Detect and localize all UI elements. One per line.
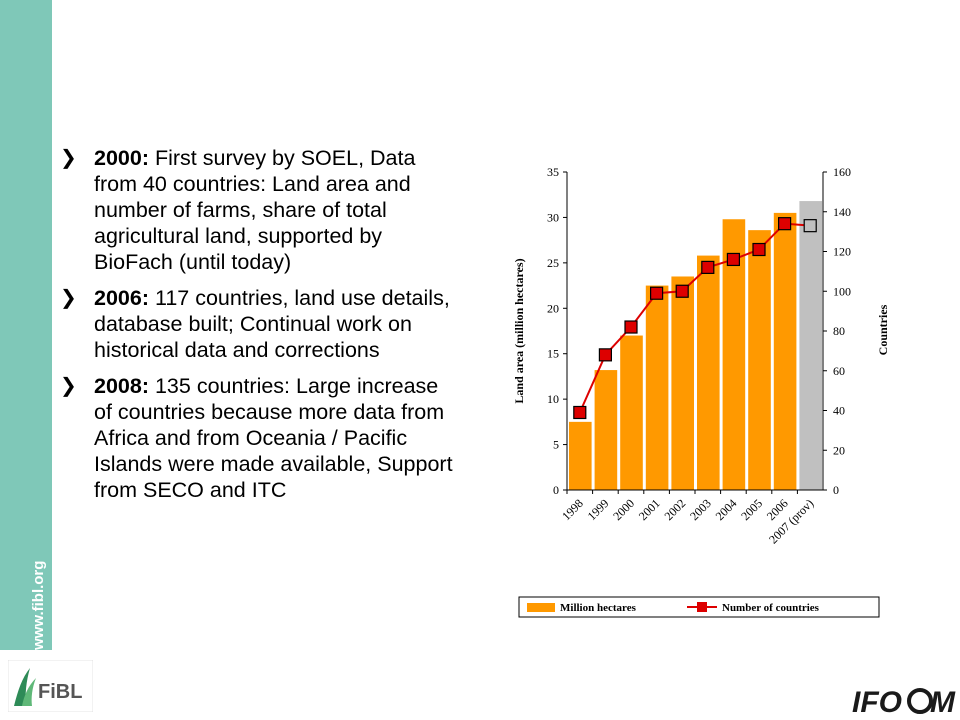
y-tick-label: 15: [547, 347, 559, 361]
legend-marker-swatch: [697, 602, 707, 612]
countries-point: [675, 284, 689, 298]
bullet-year: 2000:: [94, 146, 149, 170]
svg-text:IFO: IFO: [852, 686, 902, 719]
bullet-text: First survey by SOEL, Data from 40 count…: [94, 146, 416, 274]
y2-tick-label: 40: [833, 404, 845, 418]
side-bar: [0, 0, 52, 650]
y-tick-label: 20: [547, 301, 559, 315]
y-axis-label: Land area (million hectares): [512, 258, 526, 403]
y2-tick-label: 20: [833, 443, 845, 457]
legend-bar-swatch: [527, 603, 555, 612]
y2-tick-label: 120: [833, 245, 851, 259]
bar: [697, 255, 720, 490]
chevron-icon: ❯: [60, 375, 77, 397]
countries-point: [778, 217, 792, 231]
chevron-icon: ❯: [60, 287, 77, 309]
y-tick-label: 30: [547, 210, 559, 224]
countries-point: [598, 348, 613, 362]
ifoam-logo: IFO M: [852, 686, 956, 719]
y2-axis-label: Countries: [876, 304, 890, 355]
bullet-item: ❯ 2006: 117 countries, land use details,…: [60, 285, 460, 363]
bar: [645, 285, 669, 490]
countries-point: [726, 252, 740, 267]
y-tick-label: 10: [547, 392, 559, 406]
y2-tick-label: 140: [833, 205, 851, 219]
svg-text:M: M: [930, 686, 956, 719]
x-tick-label: 2001: [636, 496, 663, 523]
bullet-year: 2006:: [94, 286, 149, 310]
countries-point: [573, 405, 587, 420]
bullet-item: ❯ 2008: 135 countries: Large increase of…: [60, 373, 460, 503]
bar: [594, 370, 618, 490]
x-tick-label: 2000: [610, 496, 637, 523]
bullet-text: 135 countries: Large increase of countri…: [94, 374, 453, 502]
x-tick-label: 1998: [559, 496, 586, 523]
bullet-item: ❯ 2000: First survey by SOEL, Data from …: [60, 145, 460, 275]
y-tick-label: 25: [547, 256, 559, 270]
land-area-chart: 0 5 10 15 20 25 30 35 0 20 40 60 80 100 120 140 160 19981…: [512, 165, 890, 618]
y-tick-label: 5: [553, 438, 559, 452]
bar: [722, 219, 746, 490]
website-url[interactable]: www.fibl.org: [30, 560, 47, 650]
y-tick-label: 35: [547, 165, 559, 179]
y2-tick-label: 80: [833, 324, 845, 338]
countries-point: [624, 320, 638, 334]
bar: [799, 201, 822, 490]
svg-text:FiBL: FiBL: [38, 681, 82, 703]
bar: [671, 276, 694, 490]
countries-point: [701, 260, 715, 275]
countries-point: [752, 242, 766, 257]
countries-point: [650, 286, 664, 300]
legend-label: Million hectares: [560, 602, 637, 614]
fibl-logo: FiBL: [8, 660, 93, 712]
bullet-year: 2008:: [94, 374, 149, 398]
bar: [569, 421, 592, 490]
x-tick-label: 1999: [585, 496, 612, 523]
bar: [748, 230, 771, 491]
x-tick-label: 2005: [738, 496, 765, 523]
y-tick-label: 0: [553, 483, 559, 497]
chevron-icon: ❯: [60, 147, 77, 169]
y2-tick-label: 0: [833, 483, 839, 497]
bullet-list: ❯ 2000: First survey by SOEL, Data from …: [60, 145, 460, 513]
legend-label: Number of countries: [722, 602, 820, 614]
bullet-text: 117 countries, land use details, databas…: [94, 286, 450, 362]
y2-tick-label: 60: [833, 364, 845, 378]
x-tick-label: 2003: [687, 496, 714, 523]
bar: [620, 335, 643, 490]
y2-tick-label: 160: [833, 165, 851, 179]
countries-line: [578, 222, 811, 413]
bar: [773, 212, 797, 490]
y2-tick-label: 100: [833, 284, 851, 298]
x-tick-label: 2002: [661, 496, 688, 523]
countries-point: [803, 219, 817, 233]
x-tick-label: 2004: [713, 496, 740, 523]
